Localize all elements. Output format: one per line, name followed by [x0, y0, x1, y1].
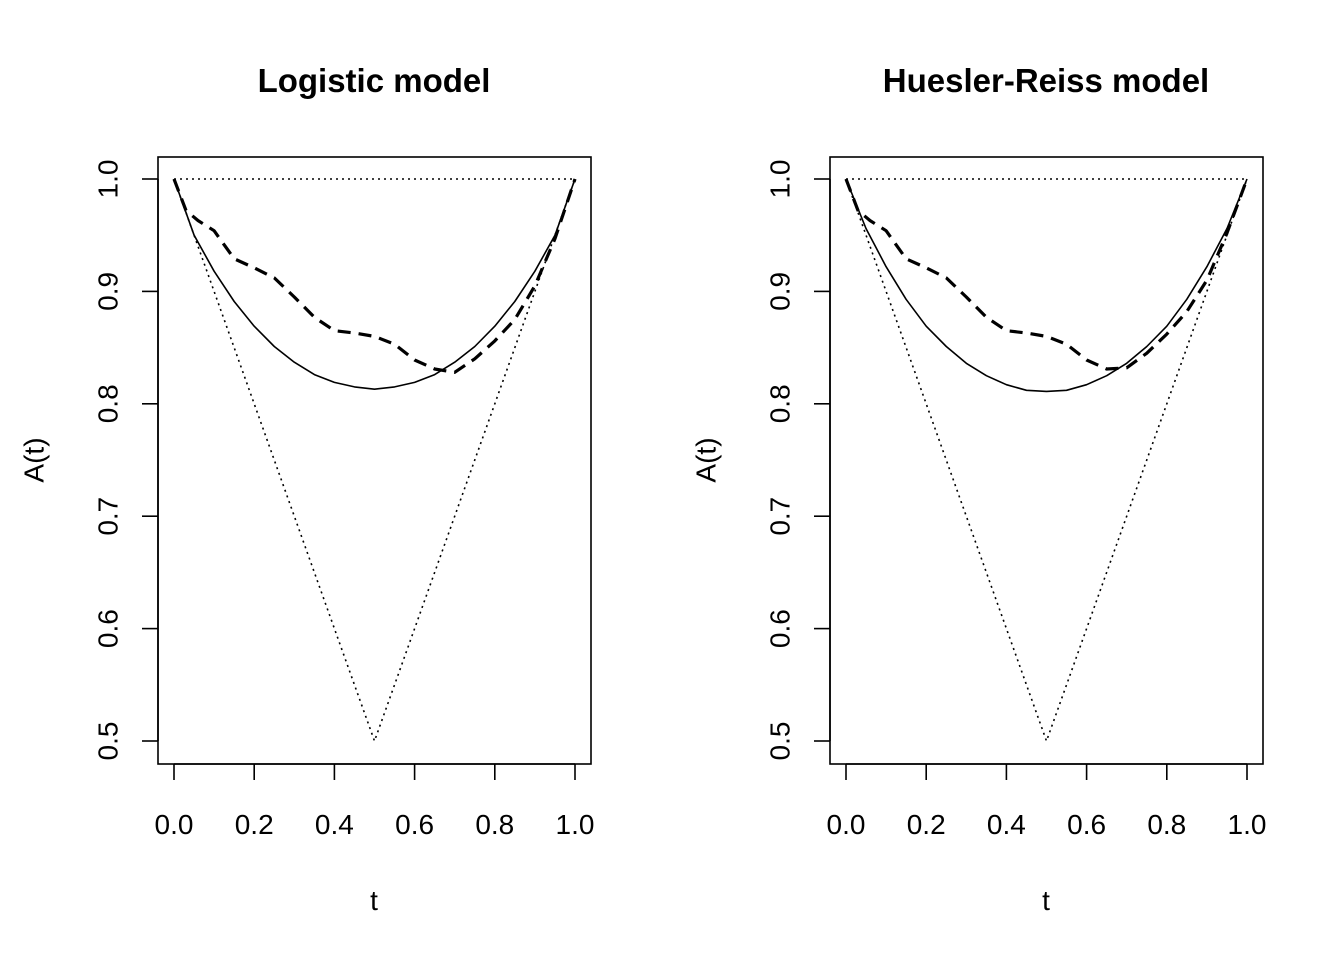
x-tick-label: 0.6 — [1067, 809, 1106, 840]
y-axis-label: A(t) — [690, 437, 721, 482]
y-tick-label: 1.0 — [764, 160, 795, 199]
x-tick-label: 0.2 — [907, 809, 946, 840]
plot-frame — [157, 156, 592, 765]
y-tick-label: 0.8 — [92, 384, 123, 423]
series-line-dashed-4 — [172, 178, 577, 374]
x-axis-label: t — [1042, 885, 1050, 916]
chart-title: Logistic model — [258, 62, 491, 99]
plot-frame — [829, 156, 1264, 765]
x-tick-label: 0.2 — [235, 809, 274, 840]
chart-panel-1: Logistic model 0.0 0.2 0.4 0.6 0.8 1.0 0.5 0.6 0.… — [18, 62, 594, 916]
series-line-solid-3 — [845, 178, 1248, 393]
series-line-dotted-2 — [173, 178, 576, 742]
chart-panel-2: Huesler-Reiss model 0.0 0.2 0.4 0.6 0.8 1.0 0.5… — [690, 62, 1266, 916]
x-tick-label: 0.4 — [315, 809, 354, 840]
x-tick-label: 0.6 — [395, 809, 434, 840]
series-line-dashed-4 — [844, 178, 1249, 371]
x-tick-label: 0.4 — [987, 809, 1026, 840]
y-tick-label: 0.9 — [92, 272, 123, 311]
x-tick-label: 0.0 — [155, 809, 194, 840]
x-tick-label: 1.0 — [556, 809, 595, 840]
y-tick-label: 0.5 — [92, 722, 123, 761]
series-line-dotted-2 — [845, 178, 1248, 742]
x-tick-label: 0.8 — [475, 809, 514, 840]
x-tick-label: 0.8 — [1147, 809, 1186, 840]
x-axis-label: t — [370, 885, 378, 916]
y-tick-label: 0.7 — [764, 497, 795, 536]
x-tick-label: 1.0 — [1228, 809, 1267, 840]
y-tick-label: 1.0 — [92, 160, 123, 199]
y-axis-label: A(t) — [18, 437, 49, 482]
y-tick-label: 0.5 — [764, 722, 795, 761]
series-line-solid-3 — [173, 178, 576, 391]
y-tick-label: 0.8 — [764, 384, 795, 423]
chart-title: Huesler-Reiss model — [883, 62, 1209, 99]
y-tick-label: 0.6 — [764, 609, 795, 648]
y-tick-label: 0.6 — [92, 609, 123, 648]
x-tick-label: 0.0 — [827, 809, 866, 840]
y-tick-label: 0.7 — [92, 497, 123, 536]
y-tick-label: 0.9 — [764, 272, 795, 311]
